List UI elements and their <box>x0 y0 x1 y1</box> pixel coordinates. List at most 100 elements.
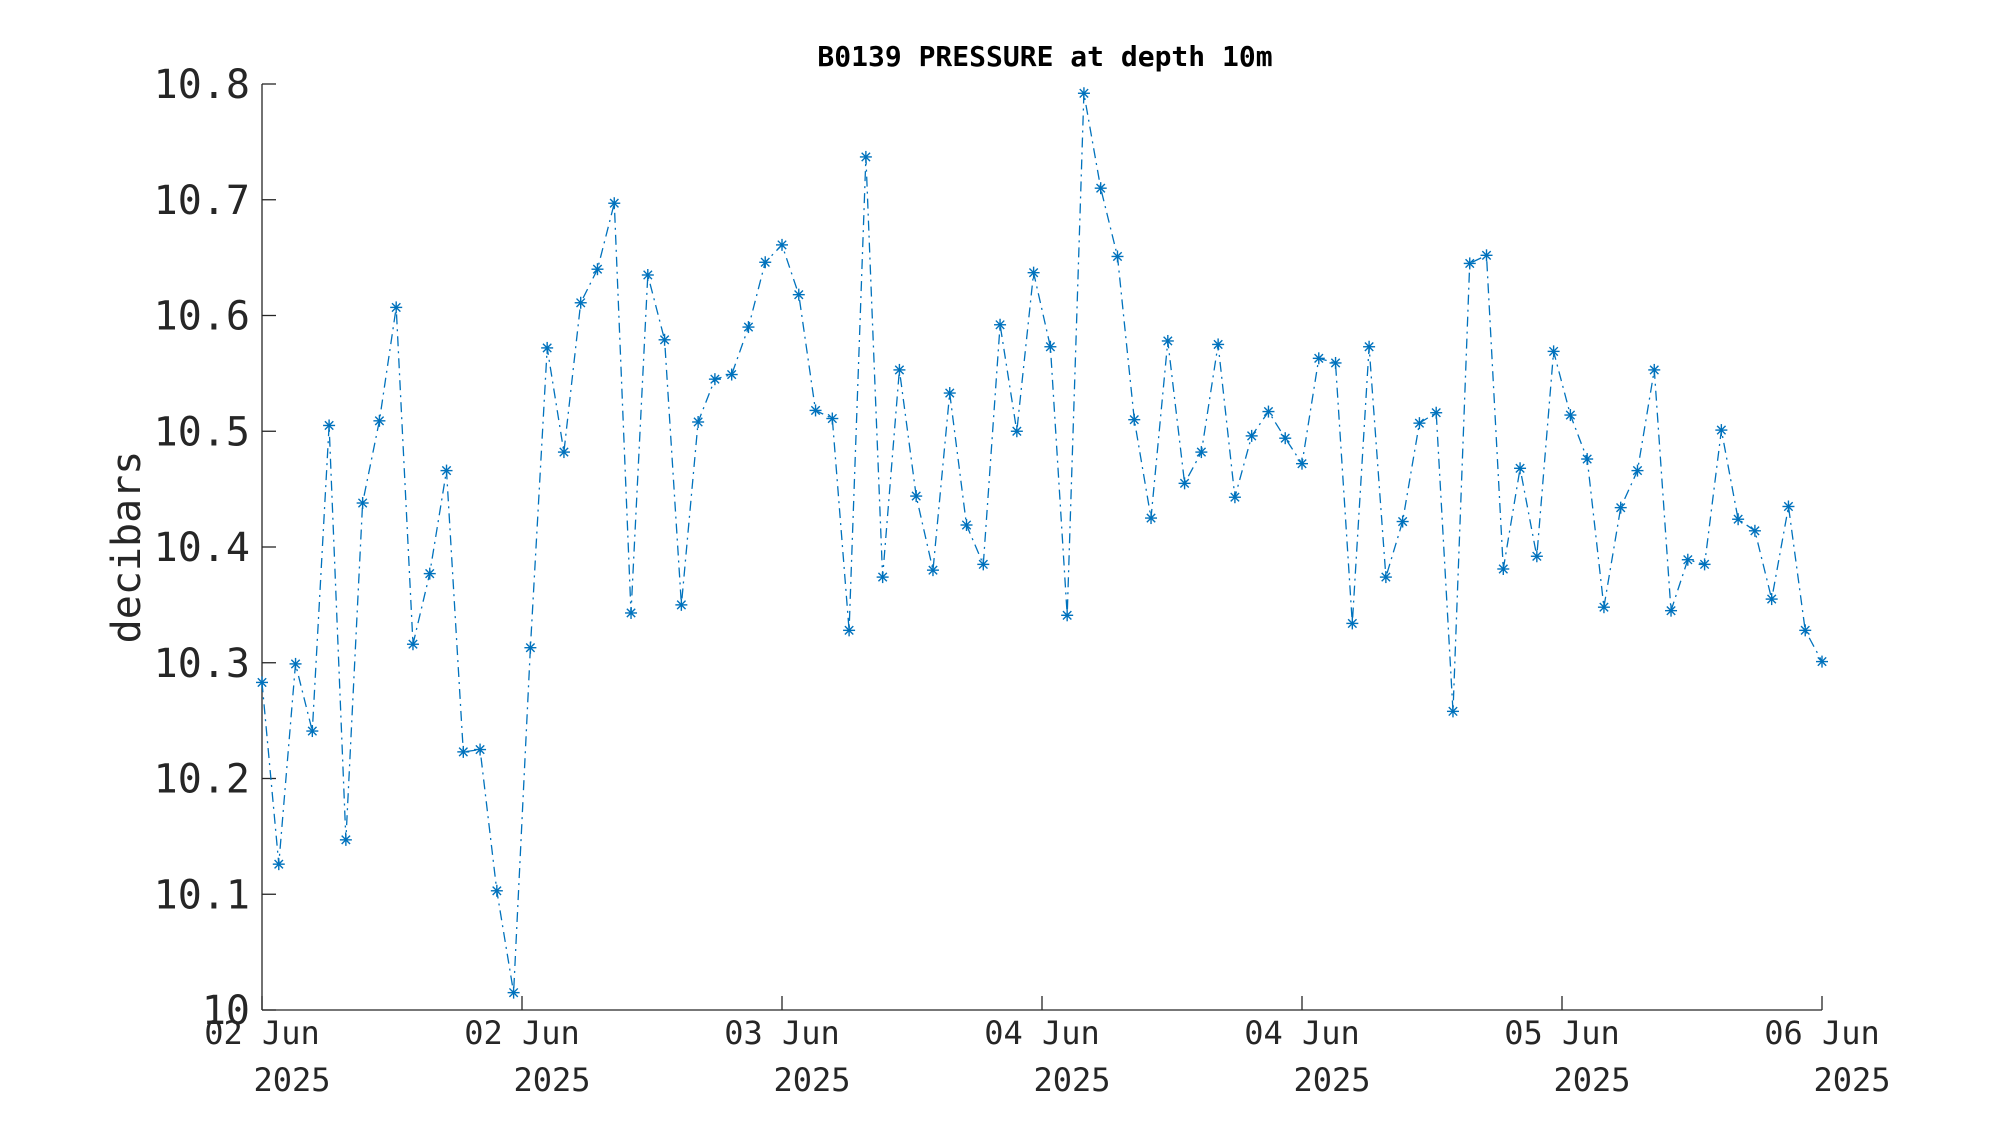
data-point <box>994 318 1007 331</box>
data-point <box>1631 464 1644 477</box>
data-point <box>1094 182 1107 195</box>
data-point <box>356 497 369 510</box>
data-point <box>776 238 788 251</box>
data-point <box>826 412 839 425</box>
plot-area <box>256 87 1828 999</box>
data-point <box>1379 571 1392 584</box>
data-point <box>1061 609 1074 622</box>
data-point <box>1430 406 1443 419</box>
data-point <box>1614 501 1627 514</box>
y-tick-label: 10.6 <box>154 294 250 340</box>
x-tick-label-year: 2025 <box>773 1061 850 1099</box>
y-tick-label: 10.4 <box>154 525 250 571</box>
data-point <box>1346 617 1359 630</box>
data-point <box>1581 453 1594 466</box>
x-tick-label-year: 2025 <box>253 1061 330 1099</box>
y-tick-label: 10.7 <box>154 178 250 224</box>
data-point <box>675 598 688 611</box>
data-point <box>708 373 721 386</box>
data-point <box>893 363 906 376</box>
data-point <box>423 567 436 580</box>
data-point <box>1077 87 1090 100</box>
data-point <box>1799 624 1812 637</box>
axes <box>261 83 1823 1011</box>
data-point <box>1027 266 1040 279</box>
data-point <box>742 321 755 334</box>
x-tick-label-day: 05 Jun <box>1504 1014 1620 1052</box>
data-point <box>306 725 319 738</box>
data-point <box>1212 338 1225 351</box>
data-point <box>960 519 973 532</box>
data-point <box>457 745 470 758</box>
x-tick-label-year: 2025 <box>1293 1061 1370 1099</box>
data-point <box>725 368 738 381</box>
data-point <box>809 404 822 417</box>
data-point <box>1732 513 1745 526</box>
data-point <box>1145 512 1158 525</box>
data-point <box>1681 553 1694 566</box>
x-tick-label-day: 06 Jun <box>1764 1014 1880 1052</box>
y-tick-label: 10 <box>202 988 250 1034</box>
data-point <box>1665 604 1678 617</box>
data-point <box>1480 249 1493 262</box>
data-point <box>759 256 772 269</box>
data-point <box>591 263 604 276</box>
y-axis-label: decibars <box>104 451 150 644</box>
x-tick-label-day: 02 Jun <box>204 1014 320 1052</box>
chart-title: B0139 PRESSURE at depth 10m <box>817 40 1272 73</box>
data-point <box>1514 462 1527 475</box>
data-point <box>1363 340 1376 353</box>
series-line <box>261 93 1823 993</box>
data-point <box>926 564 939 577</box>
x-tick-label-year: 2025 <box>1553 1061 1630 1099</box>
data-point <box>406 638 419 651</box>
data-point <box>1178 477 1191 490</box>
data-point <box>1396 515 1409 528</box>
data-point <box>1296 457 1308 470</box>
data-point <box>625 606 638 619</box>
data-point <box>1816 655 1828 668</box>
data-point <box>1564 409 1577 422</box>
data-point <box>574 296 587 309</box>
x-tick-label-day: 04 Jun <box>1244 1014 1360 1052</box>
data-point <box>1446 705 1459 718</box>
data-point <box>1463 257 1476 270</box>
data-point <box>1413 417 1426 430</box>
data-point <box>943 387 956 400</box>
x-tick-label-year: 2025 <box>1033 1061 1110 1099</box>
data-point <box>1044 340 1057 353</box>
data-point <box>1530 550 1543 563</box>
data-point <box>524 641 537 654</box>
data-point <box>1329 356 1342 369</box>
data-point <box>557 446 570 459</box>
y-tick-label: 10.5 <box>154 409 250 455</box>
data-point <box>1161 334 1174 347</box>
data-point <box>1312 352 1325 365</box>
data-point <box>692 415 705 428</box>
data-point <box>1279 432 1292 445</box>
data-point <box>323 419 336 432</box>
data-point <box>256 676 268 689</box>
tick-labels: 10 10.1 10.2 10.3 10.4 10.5 10.6 10.7 10.8 02 Jun… <box>154 62 1891 1099</box>
data-point <box>1010 425 1023 438</box>
data-point <box>910 490 923 503</box>
data-point <box>440 464 453 477</box>
y-tick-label: 10.3 <box>154 641 250 687</box>
data-point <box>1748 524 1761 537</box>
data-point <box>1262 405 1275 418</box>
data-point <box>373 414 386 427</box>
data-point <box>608 197 621 210</box>
data-point <box>490 884 503 897</box>
data-point <box>289 657 302 670</box>
data-point <box>1497 562 1510 575</box>
data-point <box>272 858 285 871</box>
y-tick-label: 10.2 <box>154 757 250 803</box>
data-point <box>1597 601 1610 614</box>
data-point <box>474 743 487 756</box>
x-tick-label-day: 03 Jun <box>724 1014 840 1052</box>
data-point <box>541 341 554 354</box>
x-tick-label-day: 02 Jun <box>464 1014 580 1052</box>
x-tick-label-year: 2025 <box>1813 1061 1890 1099</box>
